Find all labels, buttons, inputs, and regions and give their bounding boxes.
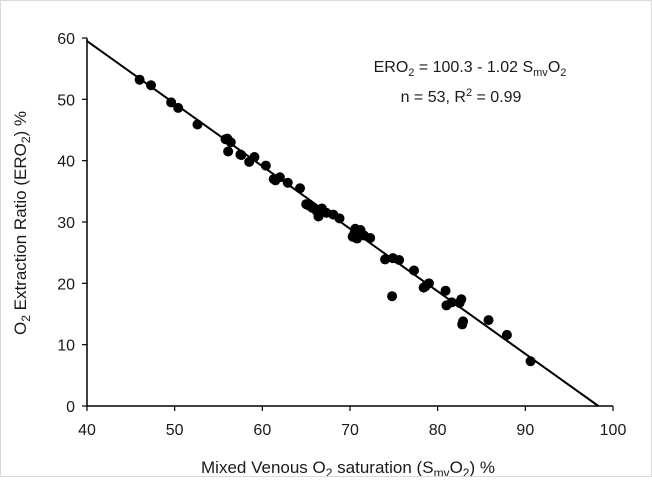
y-tick-label: 0	[66, 399, 75, 416]
data-point	[380, 254, 391, 265]
y-tick-label: 40	[57, 154, 75, 171]
data-point	[501, 329, 512, 340]
data-point	[458, 316, 469, 327]
y-axis-label: O2 Extraction Ratio (ERO2) %	[11, 111, 33, 335]
x-tick-label: 60	[253, 422, 271, 439]
data-point	[223, 146, 234, 157]
data-point	[440, 285, 451, 296]
x-tick-label: 40	[78, 422, 96, 439]
axis-ticks: 40 50 60 70 80 90 100 0 10 20 30 40 50 60	[57, 31, 626, 439]
x-tick-label: 100	[600, 422, 627, 439]
regression-equation: ERO2 = 100.3 - 1.02 SmvO2	[374, 59, 567, 79]
data-point	[268, 174, 279, 185]
data-point	[387, 291, 398, 302]
x-tick-label: 90	[516, 422, 534, 439]
x-tick-label: 70	[341, 422, 359, 439]
data-point	[313, 211, 324, 222]
regression-line	[86, 40, 599, 407]
data-point	[334, 213, 345, 224]
y-tick-label: 10	[57, 338, 75, 355]
x-tick-label: 50	[166, 422, 184, 439]
data-point	[303, 200, 314, 211]
y-tick-label: 50	[57, 92, 75, 109]
y-tick-label: 60	[57, 31, 75, 48]
x-axis-label: Mixed Venous O2 saturation (SmvO2) %	[201, 458, 495, 476]
y-tick-label: 20	[57, 276, 75, 293]
regression-stats: n = 53, R2 = 0.99	[401, 87, 522, 106]
data-point	[483, 315, 494, 326]
data-point	[456, 294, 467, 305]
x-tick-label: 80	[429, 422, 447, 439]
y-tick-label: 30	[57, 215, 75, 232]
